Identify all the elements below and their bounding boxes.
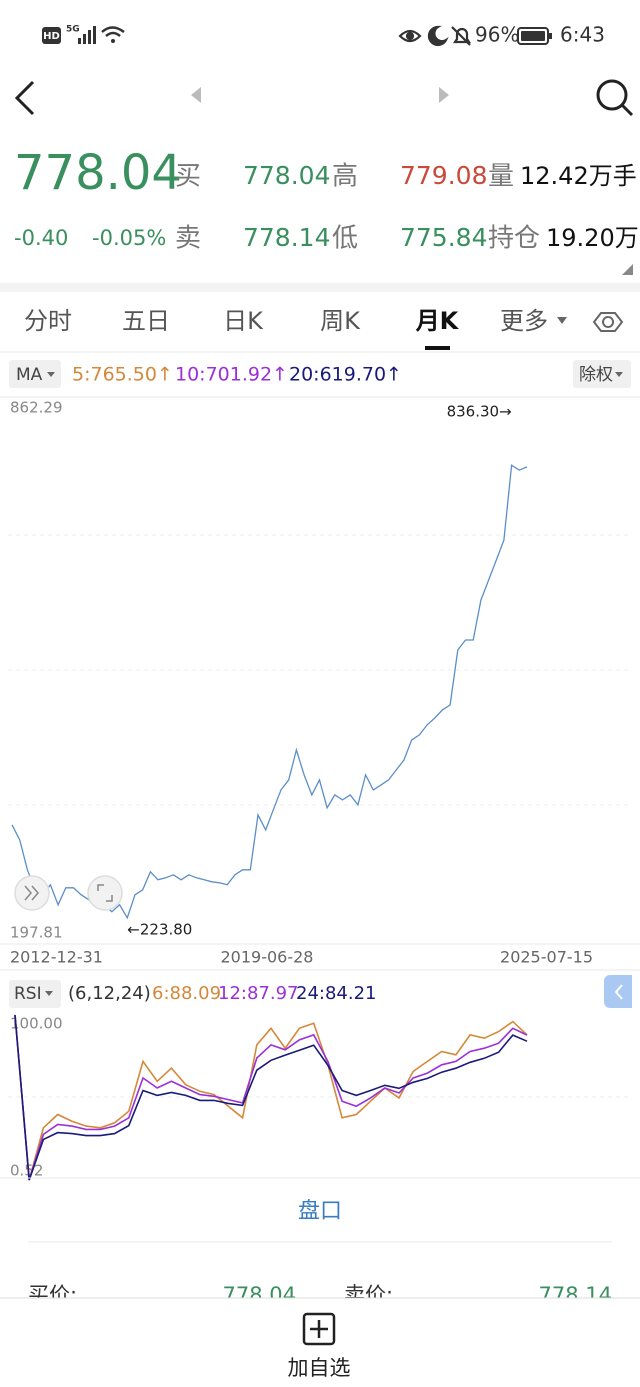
rsi-line: [14, 1014, 528, 1181]
ma-label: MA: [16, 365, 43, 385]
chart-controls: [14, 875, 123, 911]
change-pct: -0.05%: [92, 226, 166, 250]
rsi-line: [14, 1014, 528, 1181]
signal-icon: [78, 26, 96, 44]
prev-button[interactable]: [191, 87, 201, 103]
max-annotation: 836.30→: [447, 403, 512, 421]
ask: 778.14: [539, 1283, 612, 1307]
next-button[interactable]: [439, 87, 449, 103]
sell-label: 卖: [175, 224, 201, 254]
tab[interactable]: 分时: [24, 307, 72, 335]
legend-entry: 12:87.97: [218, 983, 299, 1004]
network: 5G: [66, 25, 80, 35]
battery-text: 96%: [475, 23, 519, 47]
ask-label: 卖价:: [344, 1283, 393, 1307]
price-chart: 197.81 862.29 836.30→ ←223.80 2012-12-31 2019…: [8, 399, 632, 967]
buy-label: 买: [175, 162, 201, 192]
y-tick-label: 0.52: [10, 1162, 43, 1180]
tab-bar: 分时 五日 日K 周K 月K 更多: [24, 307, 548, 335]
side-panel-arrow: [614, 984, 623, 1000]
tab[interactable]: 周K: [320, 307, 361, 335]
side-panel-tab[interactable]: [604, 975, 632, 1008]
settings-button[interactable]: [592, 312, 624, 332]
tab[interactable]: 月K: [415, 307, 460, 335]
battery-icon: [517, 27, 549, 45]
expand-left-button[interactable]: [14, 875, 50, 911]
volume-label: 量: [488, 162, 514, 192]
ma20: 20:619.70↑: [289, 364, 402, 386]
order-book-title[interactable]: 盘口: [298, 1199, 342, 1224]
status-icons: [398, 25, 472, 47]
low-price: 775.84: [400, 223, 487, 252]
hd-badge: [42, 27, 61, 44]
battery-tip: [549, 33, 552, 39]
ma10: 10:701.92↑: [175, 364, 288, 386]
ma-arrow: [47, 372, 55, 377]
add-watchlist[interactable]: 加自选: [288, 1356, 351, 1380]
rsi-line: [14, 1014, 528, 1181]
change: -0.40: [14, 226, 68, 250]
open-interest: 19.20万: [546, 224, 639, 252]
tab[interactable]: 日K: [223, 307, 264, 335]
add-watchlist-icon[interactable]: [302, 1312, 336, 1346]
fullscreen-button[interactable]: [87, 875, 123, 911]
tab[interactable]: 五日: [122, 307, 170, 335]
y-tick-label: 100.00: [10, 1015, 63, 1033]
bid-label: 买价:: [28, 1283, 77, 1307]
x-tick-label: 2012-12-31: [10, 948, 103, 967]
volume: 12.42万手: [520, 162, 637, 190]
hd: HD: [43, 31, 60, 42]
buy-price: 778.04: [243, 161, 330, 190]
clock: 6:43: [560, 23, 605, 47]
sell-price: 778.14: [243, 223, 330, 252]
high-price: 779.08: [400, 161, 487, 190]
min-annotation: ←223.80: [127, 921, 192, 939]
divider-band: [0, 283, 640, 292]
y-tick-label: 197.81: [10, 924, 63, 942]
search-button[interactable]: [596, 79, 634, 117]
y-tick-label: 862.29: [10, 399, 63, 417]
oi-label: 持仓: [488, 224, 540, 254]
order-book-row: 买价: 778.04 卖价: 778.14: [28, 1283, 612, 1307]
price-line: [11, 464, 528, 920]
x-tick-label: 2019-06-28: [221, 948, 314, 967]
high-label: 高: [332, 162, 358, 192]
adjust-selector[interactable]: [573, 360, 631, 388]
low-label: 低: [332, 224, 358, 254]
x-tick-label: 2025-07-15: [500, 948, 593, 967]
rsi-params: (6,12,24): [68, 983, 151, 1004]
adjust-label: 除权: [579, 365, 613, 385]
expand-corner[interactable]: [622, 264, 633, 275]
rsi-selector[interactable]: [9, 980, 61, 1008]
battery-level: [521, 31, 545, 41]
wifi-icon: [101, 26, 125, 43]
more-arrow[interactable]: [557, 317, 567, 324]
legend-entry: 24:84.21: [296, 983, 377, 1004]
rsi-arrow: [45, 991, 53, 996]
tab[interactable]: 更多: [500, 307, 548, 335]
ma5: 5:765.50↑: [72, 364, 173, 386]
bid: 778.04: [223, 1283, 296, 1307]
legend-entry: 6:88.09: [152, 983, 221, 1004]
last-price: 778.04: [14, 145, 182, 201]
rsi-label: RSI: [14, 984, 42, 1004]
tab-underline: [425, 346, 450, 350]
ma-selector[interactable]: [9, 360, 61, 388]
back-button[interactable]: [14, 80, 35, 116]
adjust-arrow: [615, 372, 623, 377]
